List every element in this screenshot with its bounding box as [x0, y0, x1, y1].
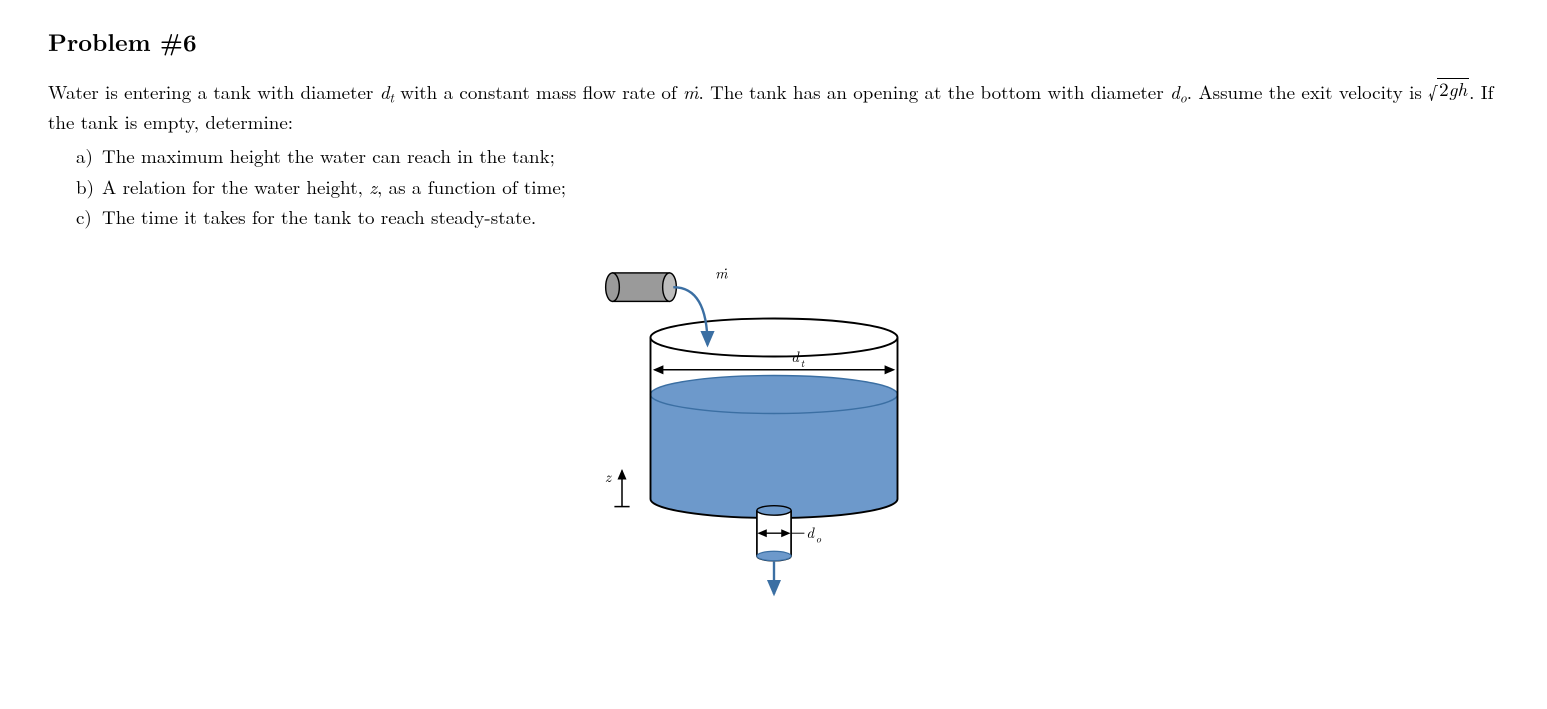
svg-text:d: d	[791, 346, 800, 367]
problem-body: Water is entering a tank with diameter d…	[48, 78, 1499, 136]
svg-text:o: o	[815, 532, 821, 547]
item-label: a)	[76, 142, 102, 171]
item-row: c)The time it takes for the tank to reac…	[76, 203, 1499, 232]
item-label: c)	[76, 203, 102, 232]
tank-diagram: ṁdtdoz	[584, 252, 964, 604]
item-row: a)The maximum height the water can reach…	[76, 142, 1499, 171]
svg-text:t: t	[800, 356, 804, 371]
svg-text:ṁ: ṁ	[715, 263, 728, 284]
item-text: A relation for the water height, z, as a…	[102, 173, 566, 202]
item-text: The time it takes for the tank to reach …	[102, 203, 536, 232]
svg-text:z: z	[604, 466, 612, 487]
svg-text:d: d	[806, 522, 815, 543]
problem-title: Problem #6	[48, 24, 1499, 60]
item-text: The maximum height the water can reach i…	[102, 142, 555, 171]
figure-container: ṁdtdoz	[48, 252, 1499, 604]
item-label: b)	[76, 173, 102, 202]
item-row: b)A relation for the water height, z, as…	[76, 173, 1499, 202]
item-list: a)The maximum height the water can reach…	[76, 142, 1499, 232]
